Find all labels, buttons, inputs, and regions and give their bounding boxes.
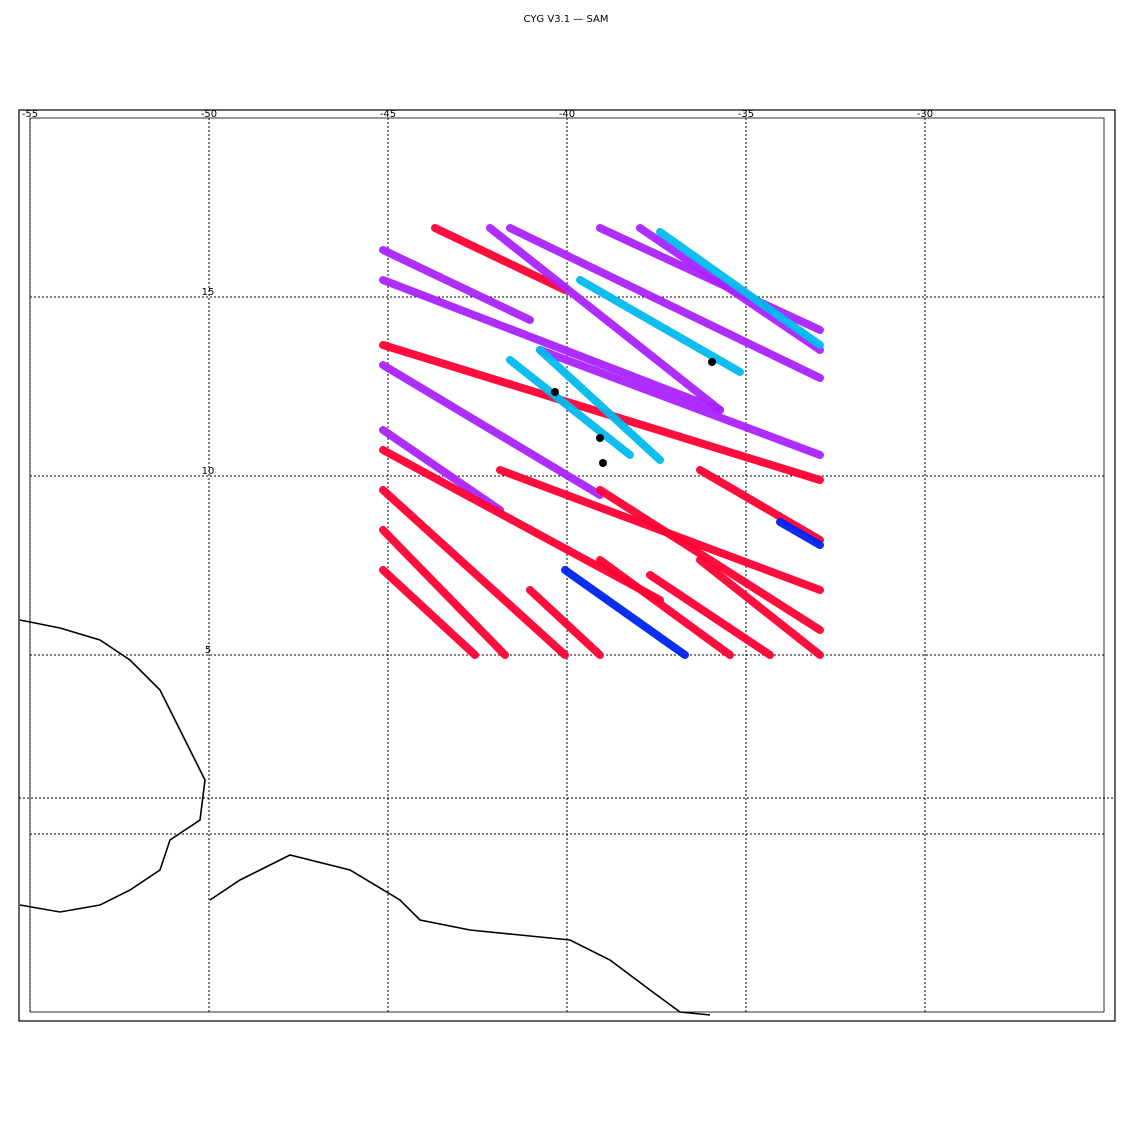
lon-label: -55 <box>22 109 38 120</box>
track <box>776 518 824 549</box>
tracks <box>379 224 824 659</box>
marker <box>551 388 559 396</box>
track <box>696 466 824 544</box>
track <box>536 346 824 459</box>
track <box>526 586 604 659</box>
track <box>379 341 824 484</box>
track <box>379 426 504 514</box>
track <box>596 486 824 634</box>
track <box>379 526 509 659</box>
track <box>536 346 664 464</box>
lon-label: -50 <box>201 109 217 120</box>
track <box>696 556 824 659</box>
track <box>486 224 724 414</box>
track <box>561 566 689 659</box>
track <box>379 361 604 499</box>
lat-label: 5 <box>205 645 211 656</box>
track <box>379 246 534 324</box>
track <box>431 224 569 294</box>
track <box>379 276 724 414</box>
marker <box>599 459 607 467</box>
track <box>379 486 569 659</box>
outer-frame <box>18 109 1116 1022</box>
track <box>506 356 634 459</box>
track <box>636 224 824 354</box>
lon-label: -40 <box>559 109 575 120</box>
track <box>379 566 479 659</box>
lat-label: 15 <box>202 287 215 298</box>
track <box>596 556 734 659</box>
coastline <box>209 854 711 1016</box>
track <box>656 228 824 349</box>
track <box>646 571 774 659</box>
marker <box>596 434 604 442</box>
map-title: CYG V3.1 — SAM <box>524 14 609 25</box>
lon-label: -30 <box>917 109 933 120</box>
lon-label: -35 <box>738 109 754 120</box>
coastline <box>19 619 206 913</box>
lat-label: 10 <box>202 466 215 477</box>
track <box>576 276 744 376</box>
marker <box>708 358 716 366</box>
track <box>506 224 824 382</box>
lon-label: -45 <box>380 109 396 120</box>
